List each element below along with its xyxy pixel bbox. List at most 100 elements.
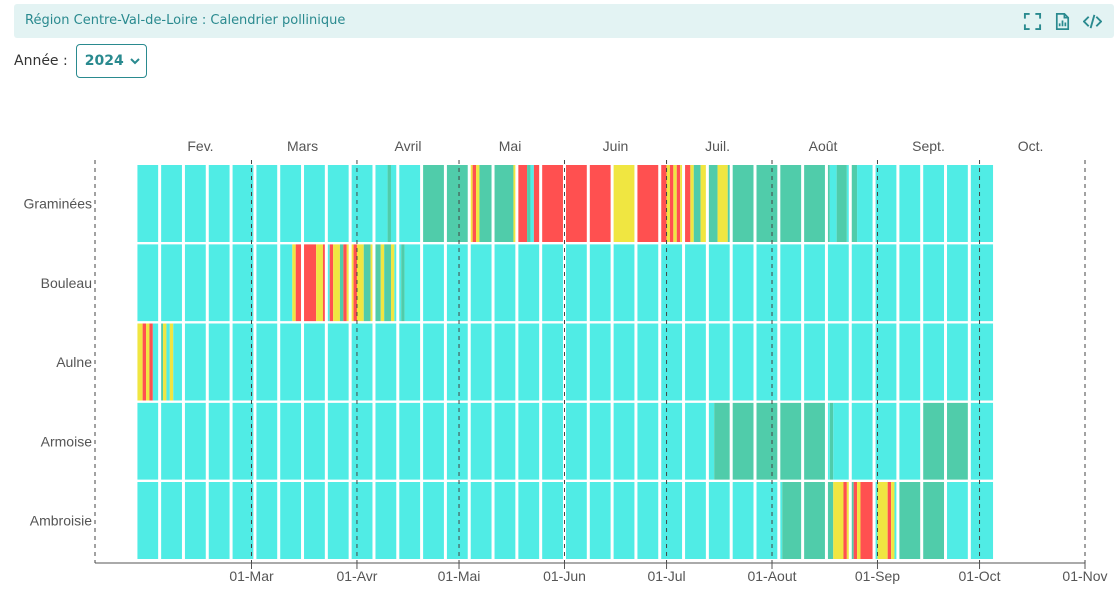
row-separator (95, 479, 1085, 482)
heatmap-cell (782, 482, 834, 559)
heatmap-cell (891, 482, 895, 559)
week-separator (396, 165, 400, 562)
heatmap-cell (850, 165, 858, 242)
heatmap-cell (169, 323, 174, 401)
heatmap-cell (530, 165, 534, 242)
month-label: Sept. (912, 138, 945, 154)
heatmap-cell (829, 402, 834, 480)
heatmap-cell (860, 482, 875, 559)
heatmap-cell (149, 323, 153, 401)
week-separator (967, 165, 971, 562)
y-tick-label: Ambroisie (30, 513, 92, 529)
week-separator (848, 165, 852, 562)
heatmap-cell (829, 165, 837, 242)
x-tick-label: 01-Oct (959, 568, 1001, 584)
code-icon[interactable] (1082, 11, 1102, 31)
heatmap-cell (135, 165, 388, 242)
heatmap-cell (887, 482, 892, 559)
heatmap-cell (683, 165, 691, 242)
heatmap-cell (513, 165, 517, 242)
month-label: Juin (603, 138, 629, 154)
y-tick-label: Graminées (24, 196, 92, 212)
heatmap-cell (292, 244, 296, 322)
heatmap-cell (612, 165, 636, 242)
week-separator (634, 165, 638, 562)
month-label: Juil. (705, 138, 730, 154)
heatmap-cell (163, 323, 167, 401)
week-separator (705, 165, 709, 562)
heatmap-cell (142, 323, 147, 401)
heatmap-cell (846, 165, 851, 242)
heatmap-cell (390, 244, 395, 322)
heatmap-cell (700, 165, 708, 242)
heatmap-cell (469, 165, 473, 242)
week-separator (658, 165, 662, 562)
heatmap-cell (472, 165, 477, 242)
week-separator (420, 165, 424, 562)
heatmap-cell (836, 165, 847, 242)
month-label: Avril (395, 138, 422, 154)
week-separator (324, 165, 328, 562)
heatmap-cell (850, 482, 854, 559)
plot-trim (0, 163, 138, 562)
heatmap-cell (516, 165, 528, 242)
heatmap-cell (152, 323, 160, 401)
year-value: 2024 (84, 53, 124, 69)
heatmap-cell (316, 244, 323, 322)
heatmap-cell (135, 244, 293, 322)
heatmap-cell (329, 244, 334, 322)
heatmap-cell (877, 482, 888, 559)
heatmap-cell (173, 323, 994, 401)
week-separator (181, 165, 185, 562)
heatmap-cell (853, 482, 858, 559)
heatmap-cell (404, 244, 994, 322)
report-icon[interactable] (1052, 11, 1072, 31)
heatmap-cell (295, 244, 317, 322)
week-separator (539, 165, 543, 562)
heatmap-cell (356, 244, 364, 322)
heatmap-cell (833, 482, 844, 559)
week-separator (682, 165, 686, 562)
heatmap-cell (527, 165, 531, 242)
chevron-down-icon (129, 58, 140, 65)
fullscreen-icon[interactable] (1022, 11, 1042, 31)
heatmap-cell (874, 482, 878, 559)
heatmap-cell (146, 323, 150, 401)
row-separator (95, 400, 1085, 403)
month-label: Mars (287, 138, 318, 154)
heatmap-cell (894, 482, 898, 559)
y-tick-label: Aulne (56, 354, 92, 370)
week-separator (301, 165, 305, 562)
heatmap-cell (693, 165, 701, 242)
week-separator (348, 165, 352, 562)
week-separator (467, 165, 471, 562)
month-label: Oct. (1018, 138, 1044, 154)
week-separator (824, 165, 828, 562)
week-separator (777, 165, 781, 562)
week-separator (610, 165, 614, 562)
heatmap-cell (969, 402, 994, 480)
week-separator (491, 165, 495, 562)
y-tick-label: Armoise (41, 433, 93, 449)
week-separator (872, 165, 876, 562)
heatmap-cell (384, 244, 391, 322)
week-separator (443, 165, 447, 562)
month-label: Fev. (187, 138, 213, 154)
heatmap-cell (326, 244, 330, 322)
week-separator (515, 165, 519, 562)
week-separator (277, 165, 281, 562)
row-separator (95, 242, 1085, 245)
year-select[interactable]: 2024 (75, 44, 147, 78)
y-tick-label: Bouleau (41, 275, 92, 291)
year-label: Année : (14, 53, 68, 69)
heatmap-cell (707, 165, 718, 242)
month-label: Août (809, 138, 838, 154)
chart-header: Région Centre-Val-de-Loire : Calendrier … (14, 4, 1114, 38)
heatmap-cell (635, 165, 667, 242)
heatmap-cell (857, 482, 861, 559)
heatmap-cell (843, 482, 847, 559)
heatmap-cell (380, 244, 385, 322)
heatmap-cell (390, 165, 422, 242)
heatmap-cell (370, 244, 374, 322)
